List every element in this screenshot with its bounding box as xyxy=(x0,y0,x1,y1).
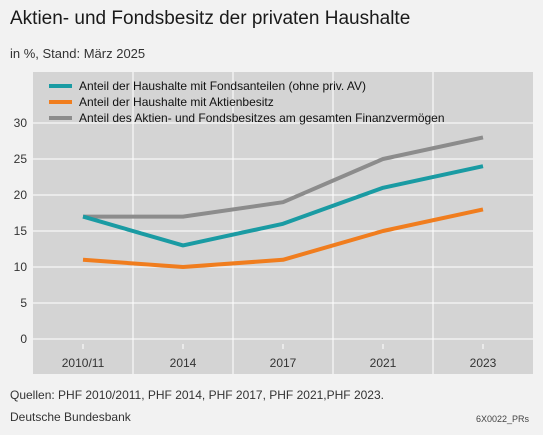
y-tick-label: 15 xyxy=(14,224,28,238)
y-tick-label: 20 xyxy=(14,188,28,202)
x-tick-label: 2010/11 xyxy=(62,356,105,370)
source-note: Quellen: PHF 2010/2011, PHF 2014, PHF 20… xyxy=(10,388,384,402)
legend-label: Anteil der Haushalte mit Fondsanteilen (… xyxy=(79,79,366,93)
y-tick-label: 25 xyxy=(14,152,28,166)
legend-label: Anteil des Aktien- und Fondsbesitzes am … xyxy=(79,111,445,125)
y-tick-label: 10 xyxy=(14,260,28,274)
x-tick-label: 2021 xyxy=(370,356,397,370)
footer xyxy=(0,374,543,435)
x-tick-label: 2014 xyxy=(170,356,197,370)
publisher-label: Deutsche Bundesbank xyxy=(10,410,131,424)
chart-subtitle: in %, Stand: März 2025 xyxy=(10,46,146,61)
chart-code: 6X0022_PRs xyxy=(475,414,529,424)
legend-label: Anteil der Haushalte mit Aktienbesitz xyxy=(79,95,274,109)
x-tick-label: 2023 xyxy=(470,356,497,370)
y-axis: 0 5 10 15 20 25 30 xyxy=(14,116,28,346)
y-tick-label: 30 xyxy=(14,116,28,130)
series-line-3 xyxy=(83,135,484,219)
chart-title: Aktien- und Fondsbesitz der privaten Hau… xyxy=(10,8,411,29)
x-tick-label: 2017 xyxy=(270,356,297,370)
y-tick-label: 0 xyxy=(20,332,27,346)
legend: Anteil der Haushalte mit Fondsanteilen (… xyxy=(49,79,445,125)
series-lines xyxy=(82,135,484,269)
series-line-2 xyxy=(82,207,484,269)
y-tick-label: 5 xyxy=(20,296,27,310)
grid-lines xyxy=(33,72,533,374)
series-line-1 xyxy=(82,164,484,248)
x-axis: 2010/11 2014 2017 2021 2023 xyxy=(62,344,497,370)
